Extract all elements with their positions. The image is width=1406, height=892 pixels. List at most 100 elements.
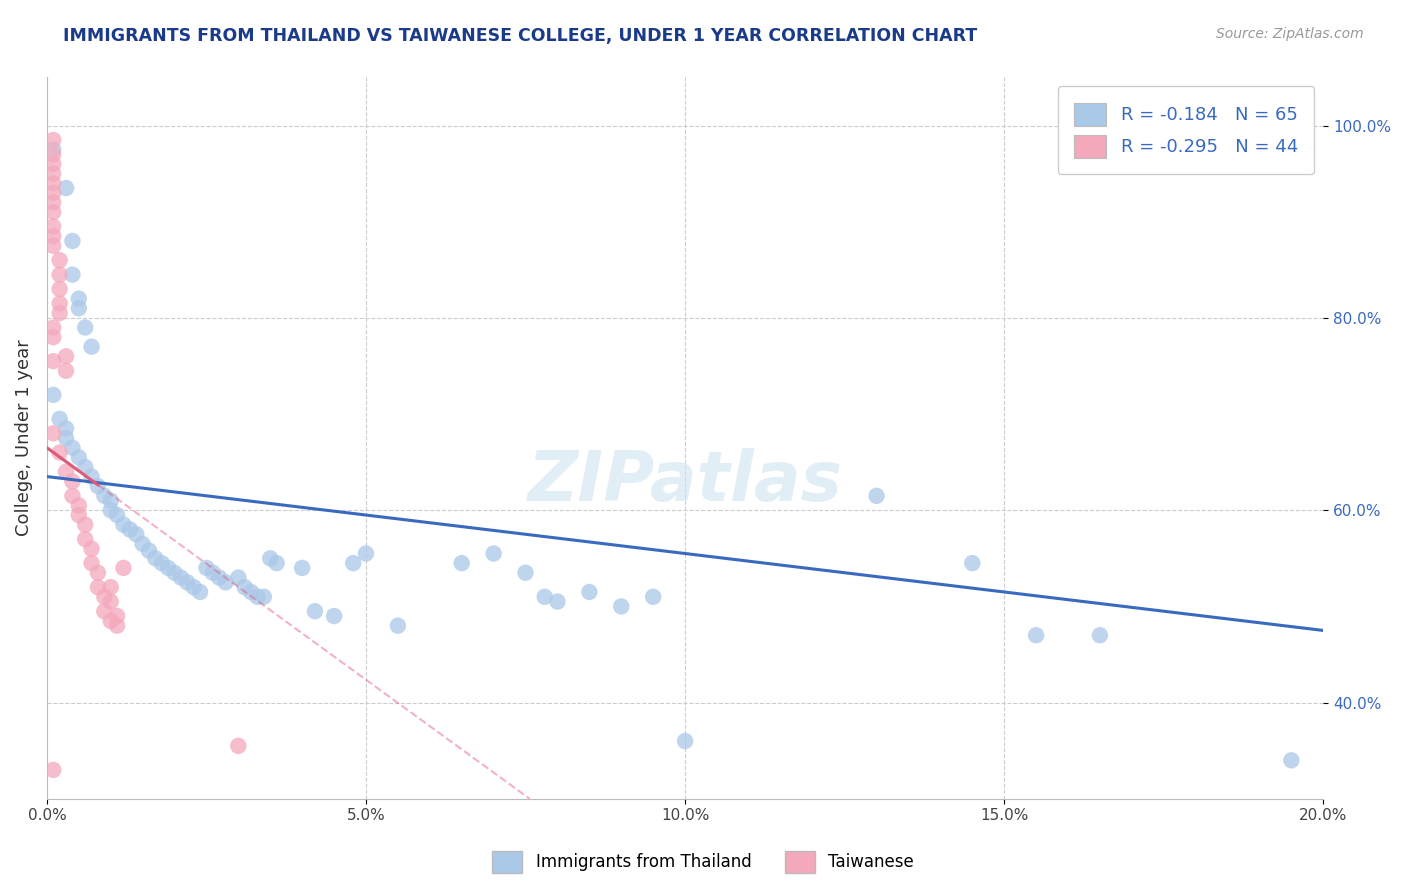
- Point: [176, 575, 198, 590]
- Y-axis label: College, Under 1 year: College, Under 1 year: [15, 340, 32, 536]
- Point: [42, 354, 65, 368]
- Point: [233, 580, 256, 594]
- Point: [55, 181, 77, 195]
- Point: [610, 599, 633, 614]
- Point: [183, 580, 205, 594]
- Point: [131, 537, 153, 551]
- Point: [67, 292, 90, 306]
- Point: [962, 556, 984, 570]
- Point: [291, 561, 314, 575]
- Point: [482, 547, 505, 561]
- Point: [259, 551, 281, 566]
- Point: [100, 503, 122, 517]
- Point: [48, 412, 70, 426]
- Text: IMMIGRANTS FROM THAILAND VS TAIWANESE COLLEGE, UNDER 1 YEAR CORRELATION CHART: IMMIGRANTS FROM THAILAND VS TAIWANESE CO…: [63, 27, 977, 45]
- Point: [55, 364, 77, 378]
- Point: [75, 459, 97, 474]
- Point: [62, 234, 84, 248]
- Point: [48, 445, 70, 459]
- Point: [643, 590, 665, 604]
- Point: [42, 763, 65, 777]
- Point: [67, 499, 90, 513]
- Point: [93, 590, 115, 604]
- Point: [62, 489, 84, 503]
- Point: [62, 268, 84, 282]
- Point: [112, 561, 135, 575]
- Point: [75, 532, 97, 546]
- Point: [188, 585, 211, 599]
- Point: [145, 551, 167, 566]
- Point: [48, 268, 70, 282]
- Point: [87, 580, 110, 594]
- Point: [240, 585, 263, 599]
- Point: [214, 575, 236, 590]
- Point: [55, 349, 77, 363]
- Point: [67, 301, 90, 316]
- Point: [515, 566, 537, 580]
- Point: [42, 219, 65, 234]
- Text: Source: ZipAtlas.com: Source: ZipAtlas.com: [1216, 27, 1364, 41]
- Point: [100, 580, 122, 594]
- Point: [80, 469, 103, 483]
- Point: [246, 590, 269, 604]
- Point: [304, 604, 326, 618]
- Point: [48, 306, 70, 320]
- Point: [105, 618, 128, 632]
- Point: [42, 195, 65, 210]
- Point: [48, 296, 70, 310]
- Point: [42, 147, 65, 161]
- Point: [42, 426, 65, 441]
- Point: [163, 566, 186, 580]
- Point: [62, 441, 84, 455]
- Point: [42, 330, 65, 344]
- Point: [42, 239, 65, 253]
- Point: [578, 585, 600, 599]
- Point: [93, 489, 115, 503]
- Point: [42, 229, 65, 244]
- Point: [1088, 628, 1111, 642]
- Point: [42, 186, 65, 200]
- Point: [354, 547, 377, 561]
- Point: [253, 590, 276, 604]
- Point: [546, 594, 568, 608]
- Point: [208, 570, 231, 584]
- Point: [228, 570, 250, 584]
- Point: [201, 566, 224, 580]
- Point: [42, 167, 65, 181]
- Point: [55, 465, 77, 479]
- Point: [1279, 753, 1302, 767]
- Point: [125, 527, 148, 541]
- Legend: R = -0.184   N = 65, R = -0.295   N = 44: R = -0.184 N = 65, R = -0.295 N = 44: [1057, 87, 1315, 175]
- Point: [42, 133, 65, 147]
- Point: [157, 561, 180, 575]
- Point: [87, 566, 110, 580]
- Point: [67, 508, 90, 522]
- Point: [673, 734, 696, 748]
- Point: [100, 614, 122, 628]
- Point: [42, 388, 65, 402]
- Point: [138, 543, 160, 558]
- Point: [342, 556, 364, 570]
- Point: [112, 517, 135, 532]
- Point: [865, 489, 887, 503]
- Point: [323, 609, 346, 624]
- Point: [93, 604, 115, 618]
- Point: [42, 143, 65, 157]
- Point: [150, 556, 173, 570]
- Point: [42, 320, 65, 334]
- Point: [1025, 628, 1047, 642]
- Point: [75, 517, 97, 532]
- Point: [55, 431, 77, 445]
- Point: [387, 618, 409, 632]
- Point: [55, 421, 77, 435]
- Point: [87, 479, 110, 493]
- Point: [228, 739, 250, 753]
- Point: [48, 253, 70, 268]
- Point: [67, 450, 90, 465]
- Point: [42, 157, 65, 171]
- Point: [80, 556, 103, 570]
- Point: [533, 590, 555, 604]
- Point: [80, 541, 103, 556]
- Point: [170, 570, 193, 584]
- Point: [100, 594, 122, 608]
